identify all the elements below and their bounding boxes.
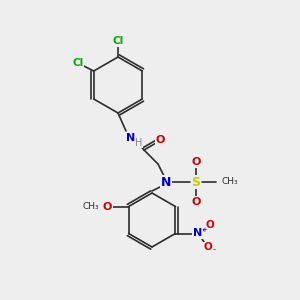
Text: CH₃: CH₃ [221,178,238,187]
Text: N: N [126,133,136,143]
Text: O: O [191,157,201,167]
Text: N: N [161,176,171,188]
Text: CH₃: CH₃ [82,202,99,211]
Text: H: H [135,138,143,148]
Text: O: O [191,197,201,207]
Text: O: O [203,242,212,253]
Text: O: O [103,202,112,212]
Text: -: - [213,245,216,254]
Text: Cl: Cl [72,58,83,68]
Text: S: S [191,176,200,188]
Text: +: + [201,226,207,232]
Text: O: O [155,135,165,145]
Text: O: O [205,220,214,230]
Text: N: N [193,229,202,238]
Text: Cl: Cl [112,36,124,46]
